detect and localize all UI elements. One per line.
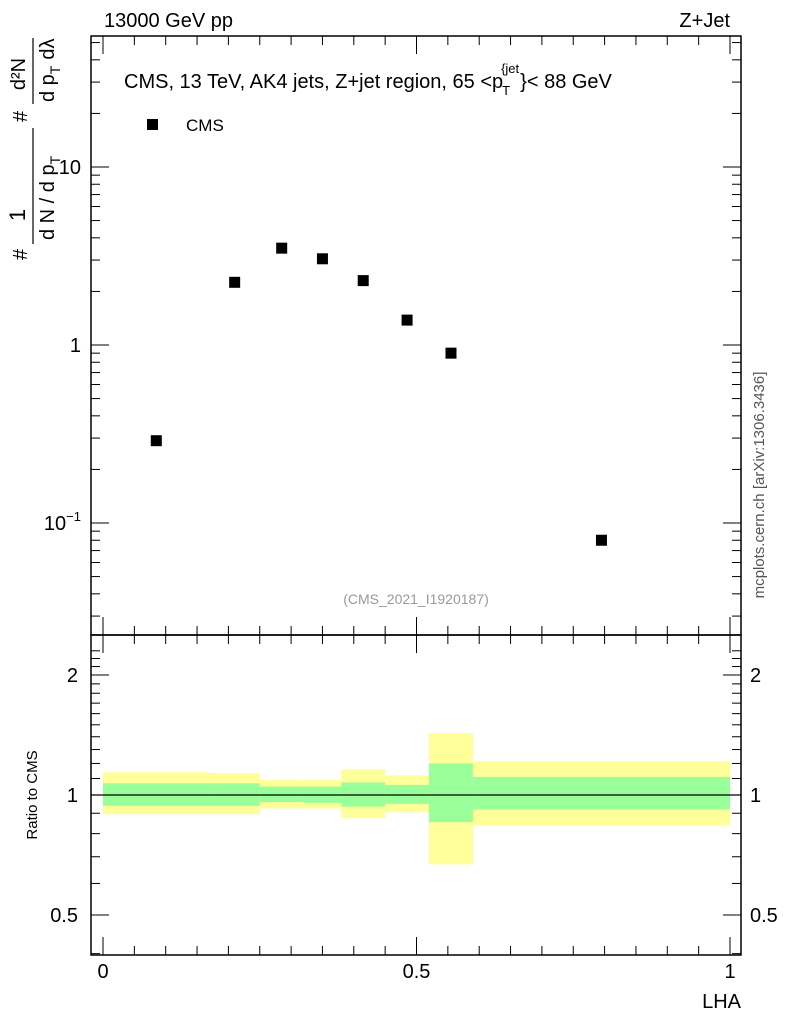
ylabel-frac2-den-text: d p — [37, 74, 59, 102]
ratio-panel: 0.5 0.51 12 2 0 0.5 1 — [50, 634, 778, 983]
data-point-cms — [276, 242, 288, 254]
ylabel-frac1-den-sub: T — [47, 155, 63, 164]
ratio-inner-band — [259, 786, 304, 803]
mcplots-credit: mcplots.cern.ch [arXiv:1306.3436] — [751, 372, 768, 599]
legend-marker-cms — [147, 119, 158, 130]
ratio-inner-band — [429, 763, 473, 823]
ratio-y-tick-label-right: 0.5 — [750, 905, 778, 927]
ylabel-frac2-numerator: d²N — [8, 58, 30, 90]
x-tick-label: 0.5 — [403, 961, 431, 983]
ylabel-frac2-den-tail: dλ — [37, 39, 59, 60]
chart-title-suffix: }< 88 GeV — [520, 71, 612, 93]
data-points — [150, 242, 607, 546]
data-point-cms — [150, 435, 162, 447]
ratio-inner-band — [385, 784, 430, 804]
ylabel-frac1-den-text: d N / d p — [37, 164, 59, 240]
ylabel-hash-2: # — [10, 110, 32, 122]
ratio-ticks — [91, 635, 741, 955]
chart-title-subscript: T — [502, 83, 510, 98]
ylabel-frac1-denominator: d N / d pT — [37, 155, 63, 240]
ylabel-frac2-denominator: d pTdλ — [37, 39, 63, 103]
ratio-y-tick-label-right: 1 — [750, 785, 761, 807]
data-point-cms — [445, 347, 457, 359]
data-point-cms — [401, 314, 413, 326]
x-tick-label: 0 — [97, 961, 108, 983]
tick-exponent: −1 — [66, 509, 81, 524]
ratio-ytick-labels: 0.5 0.5 1 1 2 2 — [50, 665, 778, 927]
ratio-xtick-labels: 0 0.5 1 — [97, 961, 735, 983]
main-y-tick-label: 1 — [70, 335, 81, 357]
ylabel-hash-1: # — [10, 248, 32, 260]
chart-title-superscript: {jet — [501, 61, 519, 76]
process-label: Z+Jet — [679, 10, 730, 32]
data-point-cms — [595, 534, 607, 546]
legend: CMS — [147, 116, 224, 135]
tick-base: 10 — [59, 157, 81, 179]
ratio-y-tick-label-left: 1 — [67, 785, 78, 807]
chart-title: CMS, 13 TeV, AK4 jets, Z+jet region, 65 … — [124, 61, 613, 98]
main-y-tick-label: 10−1 — [44, 509, 81, 535]
x-tick-label: 1 — [724, 961, 735, 983]
legend-label-cms: CMS — [186, 116, 224, 135]
data-point-cms — [229, 276, 241, 288]
main-ticks — [91, 36, 741, 635]
main-y-axis-label: # 1 d N / d pT # d²N d pTdλ — [5, 38, 63, 260]
ratio-y-tick-label-right: 2 — [750, 665, 761, 687]
ratio-y-tick-label-left: 2 — [67, 665, 78, 687]
ratio-y-tick-label-left: 0.5 — [50, 905, 78, 927]
tick-base: 1 — [70, 335, 81, 357]
data-point-cms — [357, 275, 369, 287]
tick-base: 10 — [44, 513, 66, 535]
data-point-cms — [316, 253, 328, 265]
collision-label: 13000 GeV pp — [104, 10, 233, 32]
ratio-bands — [103, 733, 730, 865]
analysis-watermark: (CMS_2021_I1920187) — [343, 591, 489, 607]
main-y-tick-label: 10 — [59, 157, 81, 179]
ratio-y-axis-label: Ratio to CMS — [24, 750, 41, 839]
ratio-inner-band — [472, 776, 730, 810]
ylabel-frac2-den-sub: T — [47, 65, 63, 74]
ylabel-frac1-numerator: 1 — [5, 209, 30, 221]
x-axis-label: LHA — [702, 991, 742, 1013]
chart-title-prefix: CMS, 13 TeV, AK4 jets, Z+jet region, 65 … — [124, 71, 503, 93]
